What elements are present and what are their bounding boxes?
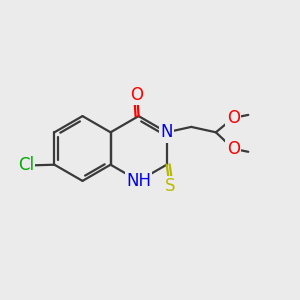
Text: S: S [164, 177, 175, 195]
Text: O: O [227, 109, 240, 127]
Text: N: N [160, 123, 173, 141]
Text: NH: NH [126, 172, 151, 190]
Text: O: O [227, 140, 240, 158]
Text: O: O [130, 85, 144, 103]
Text: Cl: Cl [18, 156, 34, 174]
